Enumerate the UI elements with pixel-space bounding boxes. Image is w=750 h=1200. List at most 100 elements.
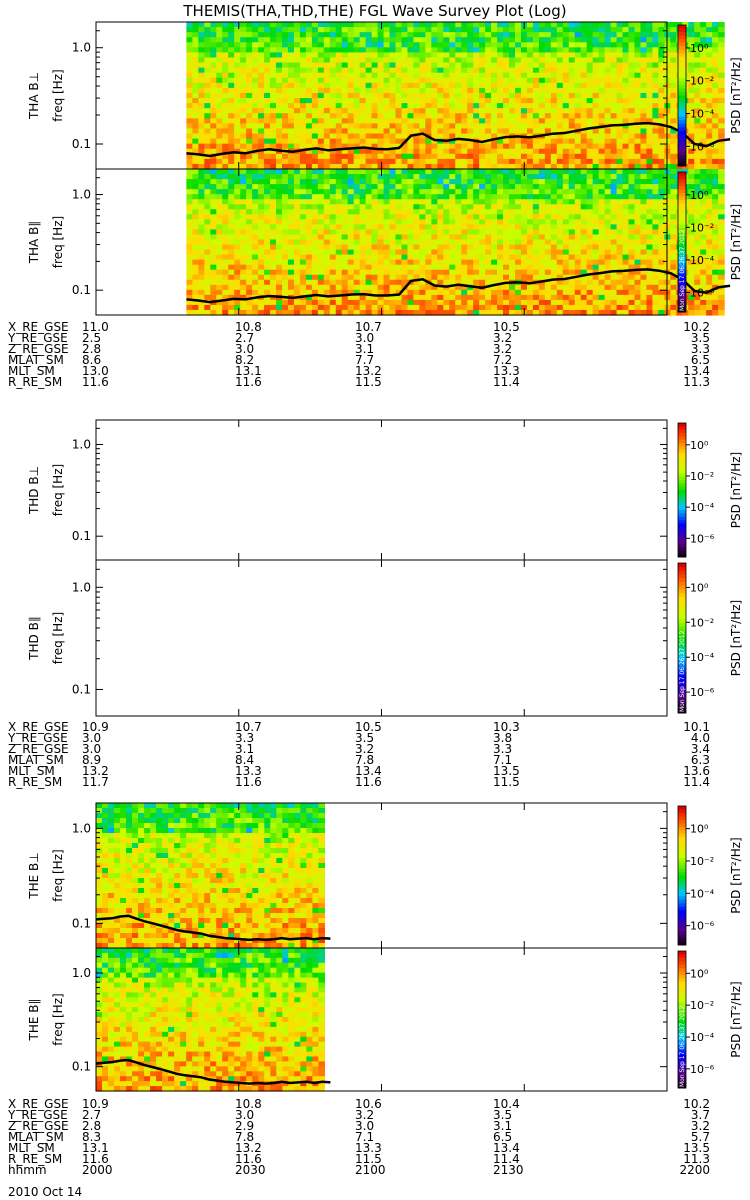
colorbar-tick-label: 10⁻⁶: [690, 140, 715, 153]
spectrogram-panel-0: 1.0 0.1 THA B⊥ freq [Hz] 10⁰ 10⁻² 10⁻⁴ 10⁻⁶ PSD …: [27, 21, 743, 170]
colorbar-tick-label: 10⁻⁴: [690, 651, 715, 664]
ephemeris-label: Y_RE_GSE: [8, 731, 68, 745]
freq-axis-label: freq [Hz]: [51, 216, 65, 268]
ephemeris-value: 11.4: [493, 1152, 520, 1166]
ephemeris-value: 3.2: [493, 331, 513, 345]
ephemeris-value: 3.0: [355, 331, 375, 345]
ephemeris-row: MLT_SM 13.2 13.3 13.4 13.5 13.6: [8, 764, 716, 778]
ephemeris-label: X_RE_GSE: [8, 320, 69, 334]
freq-tick-label: 0.1: [72, 682, 91, 696]
ephemeris-value: 13.4: [683, 364, 710, 378]
ephemeris-row: MLAT_SM 8.9 8.4 7.8 7.1 6.3: [8, 753, 716, 767]
ephemeris-value: 2030: [235, 1163, 266, 1177]
colorbar-tick-label: 10⁻⁴: [690, 254, 715, 267]
freq-tick-label: 1.0: [72, 580, 91, 594]
freq-axis-label: freq [Hz]: [51, 464, 65, 516]
peak-frequency-line: [95, 914, 331, 942]
ephemeris-value: 3.5: [493, 1108, 513, 1122]
freq-axis-label: freq [Hz]: [51, 849, 65, 901]
spectrogram-panel-2: 1.0 0.1 THD B⊥ freq [Hz] 10⁰ 10⁻² 10⁻⁴ 10⁻⁶ PSD …: [27, 419, 743, 561]
colorbar-tick-label: 10⁰: [690, 42, 709, 55]
panel-ylabel: THA B∥: [27, 221, 41, 265]
ephemeris-value: 3.3: [235, 731, 255, 745]
panel-ylabel: THE B∥: [27, 999, 41, 1042]
ephemeris-value: 7.7: [355, 353, 375, 367]
ephemeris-value: 3.2: [690, 1119, 710, 1133]
ephemeris-value: 10.5: [355, 720, 382, 734]
panel-ylabel: THD B∥: [27, 616, 41, 661]
spectrogram-panel-4: 1.0 0.1 THE B⊥ freq [Hz] 10⁰ 10⁻² 10⁻⁴ 10⁻⁶ PSD …: [27, 802, 743, 949]
ephemeris-value: 10.5: [493, 320, 520, 334]
ephemeris-block-the: X_RE_GSE 10.9 10.8 10.6 10.4 10.2 Y_RE_GSE 2.7 3…: [8, 1097, 716, 1177]
colorbar: 10⁰ 10⁻² 10⁻⁴ 10⁻⁶ PSD [nT²/Hz]: [677, 562, 743, 714]
ephemeris-row: hhmm 2000 2030 2100 2130 2200: [8, 1163, 716, 1177]
colorbar-tick-label: 10⁻²: [690, 75, 714, 88]
ephemeris-value: 11.6: [82, 1152, 109, 1166]
ephemeris-value: 11.3: [683, 375, 710, 389]
ephemeris-block-thd: X_RE_GSE 10.9 10.7 10.5 10.3 10.1 Y_RE_GSE 3.0 3…: [8, 720, 716, 789]
ephemeris-row: MLAT_SM 8.3 7.8 7.1 6.5 5.7: [8, 1130, 716, 1144]
ephemeris-value: 13.2: [355, 364, 382, 378]
ephemeris-value: 3.8: [493, 731, 513, 745]
colorbar-label: PSD [nT²/Hz]: [729, 600, 743, 676]
ephemeris-row: MLT_SM 13.1 13.2 13.3 13.4 13.5: [8, 1141, 716, 1155]
colorbar-tick-label: 10⁻⁴: [690, 887, 715, 900]
ephemeris-value: 3.0: [82, 731, 102, 745]
ephemeris-label: Y_RE_GSE: [8, 331, 68, 345]
ephemeris-value: 13.3: [493, 364, 520, 378]
ephemeris-value: 7.8: [235, 1130, 255, 1144]
ephemeris-value: 13.1: [82, 1141, 109, 1155]
ephemeris-row: Y_RE_GSE 3.0 3.3 3.5 3.8 4.0: [8, 731, 716, 745]
ephemeris-value: 7.1: [493, 753, 513, 767]
colorbar-tick-label: 10⁻²: [690, 855, 714, 868]
ephemeris-value: 3.1: [355, 342, 375, 356]
freq-tick-label: 0.1: [72, 529, 91, 543]
ephemeris-value: 11.5: [493, 775, 520, 789]
ephemeris-value: 11.5: [355, 1152, 382, 1166]
freq-axis-label: freq [Hz]: [51, 69, 65, 121]
colorbar-label: PSD [nT²/Hz]: [729, 837, 743, 913]
ephemeris-value: 6.3: [690, 753, 710, 767]
ephemeris-label: MLT_SM: [8, 764, 55, 778]
panel-ylabel: THE B⊥: [27, 852, 41, 899]
ephemeris-label: R_RE_SM: [8, 1152, 63, 1166]
ephemeris-label: R_RE_SM: [8, 375, 63, 389]
colorbar-label: PSD [nT²/Hz]: [729, 981, 743, 1057]
ephemeris-row: R_RE_SM 11.6 11.6 11.5 11.4 11.3: [8, 1152, 716, 1166]
colorbar: 10⁰ 10⁻² 10⁻⁴ 10⁻⁶ PSD [nT²/Hz]: [677, 171, 743, 313]
colorbar: 10⁰ 10⁻² 10⁻⁴ 10⁻⁶ PSD [nT²/Hz]: [677, 950, 743, 1089]
ephemeris-value: 8.6: [82, 353, 102, 367]
colorbar-tick-label: 10⁻⁶: [690, 286, 715, 299]
ephemeris-label: X_RE_GSE: [8, 1097, 69, 1111]
ephemeris-value: 3.0: [235, 342, 255, 356]
colorbar: 10⁰ 10⁻² 10⁻⁴ 10⁻⁶ PSD [nT²/Hz]: [677, 24, 743, 167]
ephemeris-value: 8.4: [235, 753, 255, 767]
ephemeris-value: 11.7: [82, 775, 109, 789]
ephemeris-value: 10.2: [683, 320, 710, 334]
ephemeris-label: MLAT_SM: [8, 1130, 64, 1144]
ephemeris-value: 3.0: [82, 742, 102, 756]
ephemeris-value: 7.2: [493, 353, 513, 367]
peak-frequency-line: [186, 121, 731, 158]
spectrogram-panel-3: 1.0 0.1 THD B∥ freq [Hz] 10⁰ 10⁻² 10⁻⁴ 10⁻⁶ PSD …: [27, 559, 743, 717]
ephemeris-value: 4.0: [690, 731, 710, 745]
ephemeris-value: 11.6: [235, 775, 262, 789]
ephemeris-value: 8.2: [235, 353, 255, 367]
ephemeris-value: 8.9: [82, 753, 102, 767]
ephemeris-value: 13.3: [355, 1141, 382, 1155]
ephemeris-label: MLAT_SM: [8, 353, 64, 367]
ephemeris-label: Z_RE_GSE: [8, 342, 69, 356]
colorbar: 10⁰ 10⁻² 10⁻⁴ 10⁻⁶ PSD [nT²/Hz]: [677, 805, 743, 946]
ephemeris-value: 10.2: [683, 1097, 710, 1111]
ephemeris-value: 3.5: [690, 331, 710, 345]
ephemeris-value: 11.6: [235, 375, 262, 389]
ephemeris-value: 10.6: [355, 1097, 382, 1111]
ephemeris-value: 13.5: [683, 1141, 710, 1155]
ephemeris-value: 2.8: [82, 342, 102, 356]
ephemeris-value: 10.1: [683, 720, 710, 734]
ephemeris-value: 3.3: [493, 742, 513, 756]
ephemeris-value: 3.2: [355, 742, 375, 756]
spectrogram-panel-5: 1.0 0.1 THE B∥ freq [Hz] 10⁰ 10⁻² 10⁻⁴ 10⁻⁶ PSD …: [27, 947, 743, 1092]
ephemeris-value: 13.6: [683, 764, 710, 778]
